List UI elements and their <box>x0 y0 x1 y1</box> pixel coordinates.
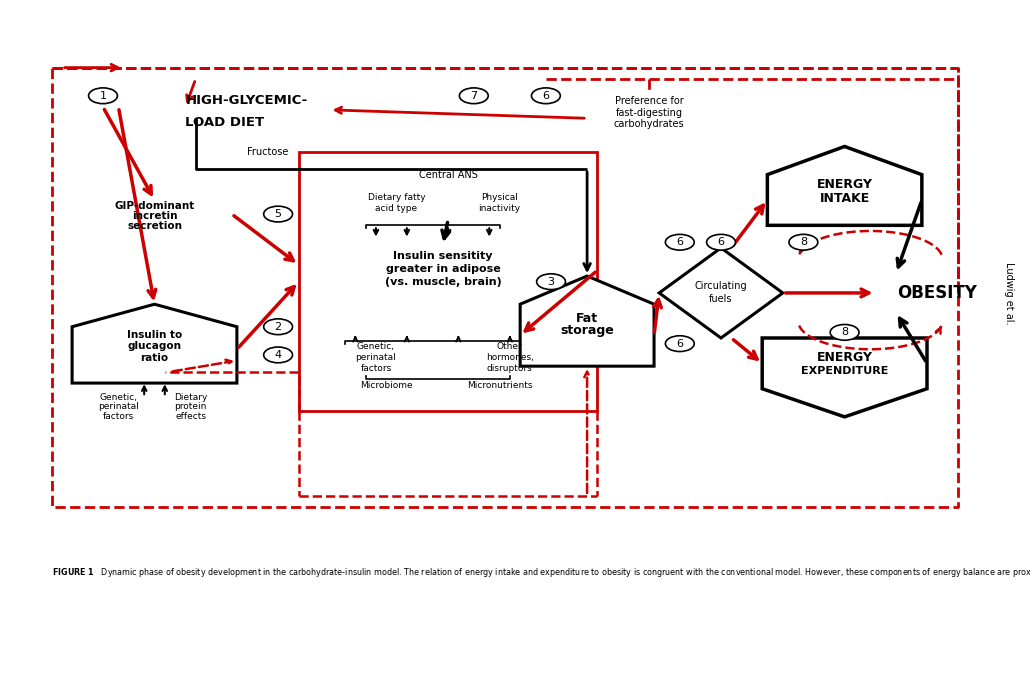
Circle shape <box>264 206 293 222</box>
Text: Genetic,: Genetic, <box>100 393 137 402</box>
Text: 3: 3 <box>548 277 554 286</box>
Text: Dietary fatty: Dietary fatty <box>368 192 425 202</box>
Text: Physical: Physical <box>481 192 518 202</box>
Text: factors: factors <box>360 365 391 374</box>
Circle shape <box>459 88 488 104</box>
Text: carbohydrates: carbohydrates <box>614 119 684 129</box>
Polygon shape <box>767 146 922 225</box>
Text: 5: 5 <box>275 209 281 219</box>
Text: acid type: acid type <box>376 204 417 213</box>
Text: 2: 2 <box>275 322 281 332</box>
Text: Fat: Fat <box>576 312 598 325</box>
Text: Microbiome: Microbiome <box>359 381 413 390</box>
Text: disruptors: disruptors <box>487 365 533 374</box>
Text: Central ANS: Central ANS <box>418 170 478 179</box>
Text: Other: Other <box>496 342 522 351</box>
Text: INTAKE: INTAKE <box>820 192 869 205</box>
Text: perinatal: perinatal <box>98 402 139 412</box>
Text: greater in adipose: greater in adipose <box>385 264 501 274</box>
Text: fast-digesting: fast-digesting <box>615 108 683 117</box>
Text: 4: 4 <box>275 350 281 360</box>
Text: factors: factors <box>103 412 134 421</box>
Text: incretin: incretin <box>132 211 177 221</box>
Text: Preference for: Preference for <box>615 96 683 106</box>
Text: Circulating: Circulating <box>694 280 748 291</box>
Circle shape <box>665 336 694 352</box>
Circle shape <box>264 319 293 335</box>
Bar <box>299 152 597 412</box>
Circle shape <box>89 88 117 104</box>
Text: 6: 6 <box>543 91 549 101</box>
Text: 8: 8 <box>842 328 848 337</box>
Circle shape <box>531 88 560 104</box>
Circle shape <box>665 234 694 250</box>
Text: 6: 6 <box>677 237 683 247</box>
Text: glucagon: glucagon <box>128 341 181 352</box>
Polygon shape <box>659 248 783 338</box>
Circle shape <box>707 234 735 250</box>
Text: 7: 7 <box>471 91 477 101</box>
Text: perinatal: perinatal <box>355 353 397 362</box>
Text: Ludwig et al.: Ludwig et al. <box>1004 262 1015 324</box>
Text: effects: effects <box>175 412 206 421</box>
Text: fuels: fuels <box>710 293 732 304</box>
Text: 1: 1 <box>100 91 106 101</box>
Text: secretion: secretion <box>127 221 182 231</box>
Polygon shape <box>72 304 237 383</box>
Text: (vs. muscle, brain): (vs. muscle, brain) <box>384 278 502 287</box>
Text: ratio: ratio <box>140 352 169 363</box>
Text: Insulin to: Insulin to <box>127 330 182 340</box>
Text: storage: storage <box>560 324 614 337</box>
Polygon shape <box>762 338 927 417</box>
Text: ENERGY: ENERGY <box>817 178 872 191</box>
Text: GIP-dominant: GIP-dominant <box>114 201 195 211</box>
Circle shape <box>264 347 293 363</box>
Text: Insulin sensitity: Insulin sensitity <box>393 251 492 261</box>
Text: 6: 6 <box>718 237 724 247</box>
Text: protein: protein <box>174 402 207 412</box>
Polygon shape <box>520 276 654 366</box>
Text: OBESITY: OBESITY <box>897 284 977 302</box>
Circle shape <box>830 324 859 340</box>
Text: 6: 6 <box>677 339 683 348</box>
Text: Genetic,: Genetic, <box>357 342 394 351</box>
Text: EXPENDITURE: EXPENDITURE <box>801 365 888 376</box>
Text: LOAD DIET: LOAD DIET <box>185 116 265 129</box>
Circle shape <box>537 274 565 289</box>
Circle shape <box>789 234 818 250</box>
Text: inactivity: inactivity <box>479 204 520 213</box>
Text: Dietary: Dietary <box>174 393 207 402</box>
Text: Fructose: Fructose <box>247 147 288 157</box>
Text: HIGH-GLYCEMIC-: HIGH-GLYCEMIC- <box>185 93 308 106</box>
Text: $\bf{FIGURE\ 1}$   Dynamic phase of obesity development in the carbohydrate-insu: $\bf{FIGURE\ 1}$ Dynamic phase of obesit… <box>52 565 1030 578</box>
Text: Micronutrients: Micronutrients <box>467 381 533 390</box>
Text: 8: 8 <box>800 237 806 247</box>
Text: ENERGY: ENERGY <box>817 351 872 364</box>
Text: hormones,: hormones, <box>486 353 534 362</box>
